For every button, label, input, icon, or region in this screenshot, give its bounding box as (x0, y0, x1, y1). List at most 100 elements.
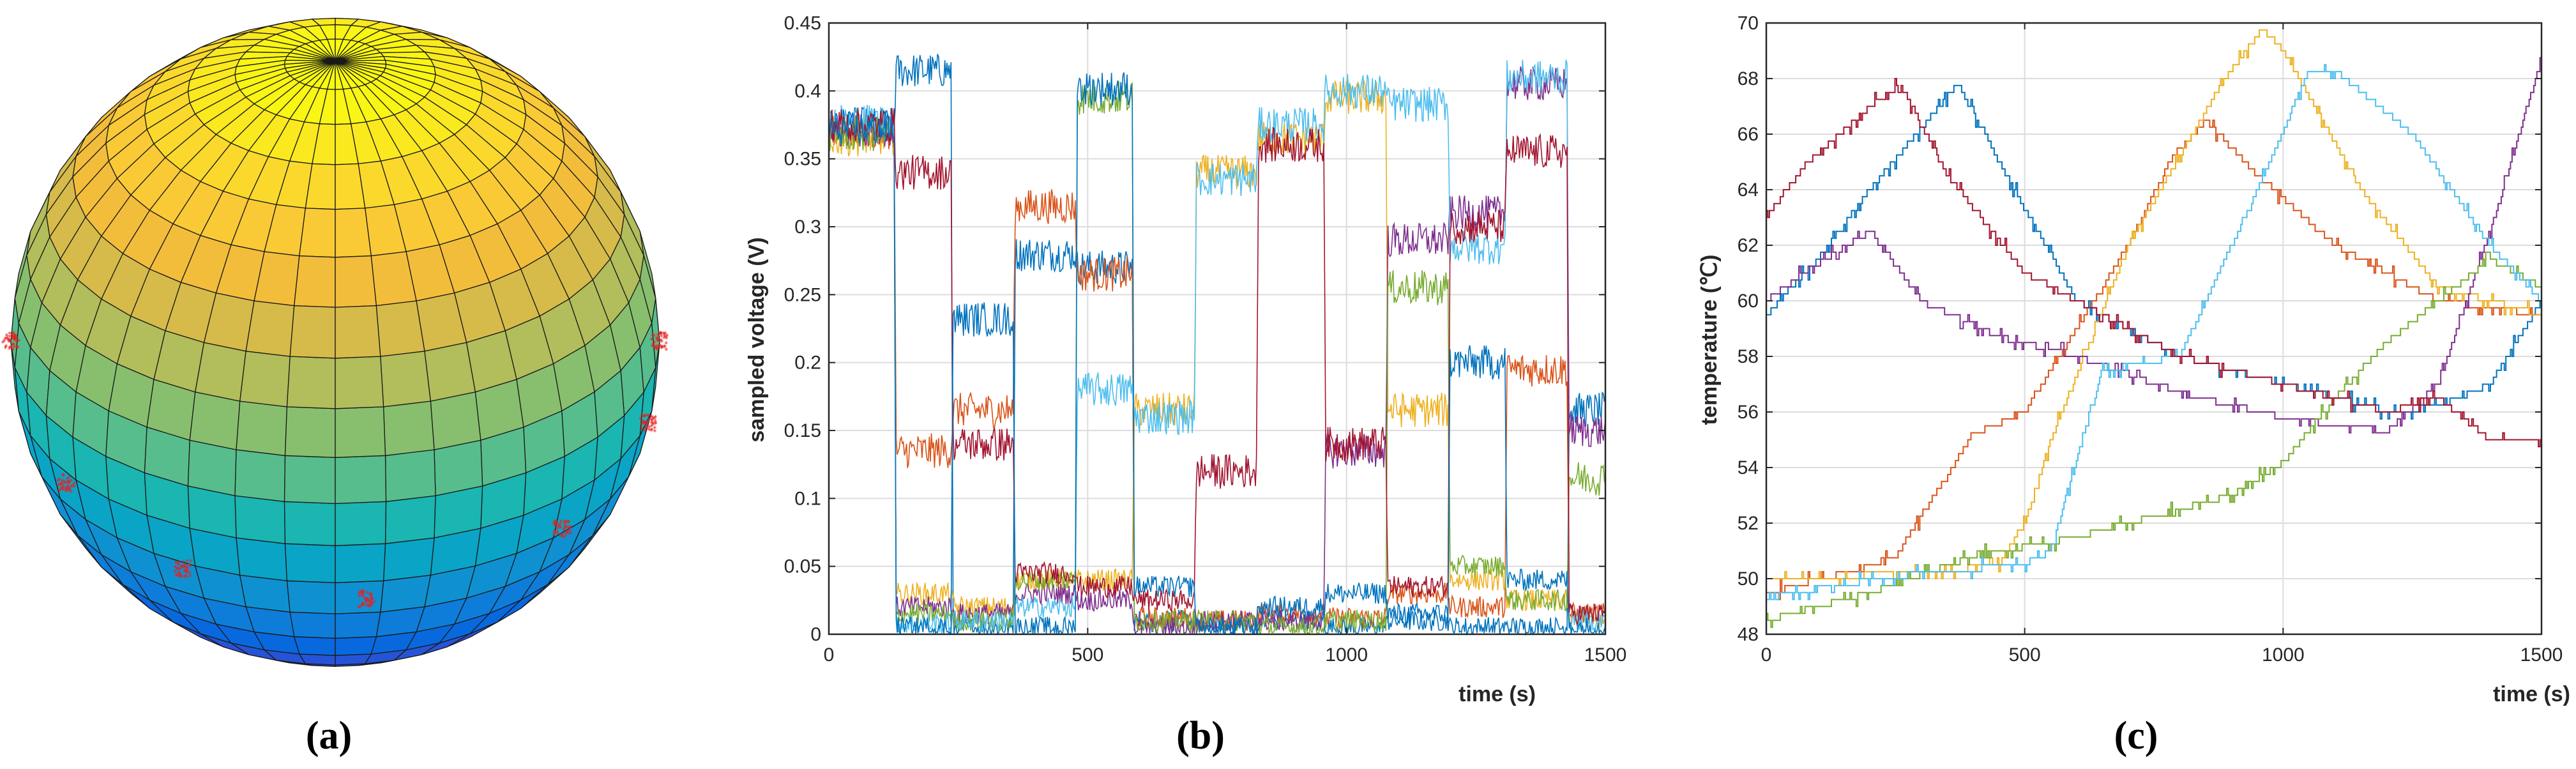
temperature-ytick-label: 56 (1738, 402, 1759, 423)
svg-text:*: * (554, 519, 558, 528)
svg-text:*: * (369, 594, 373, 603)
temperature-series-blue (1766, 84, 2542, 420)
svg-text:*: * (660, 338, 663, 347)
svg-text:*: * (61, 472, 65, 481)
svg-text:*: * (655, 335, 659, 344)
svg-text:*: * (8, 330, 11, 339)
svg-text:*: * (359, 589, 363, 598)
svg-text:*: * (649, 427, 653, 436)
svg-text:*: * (552, 528, 556, 537)
svg-text:*: * (3, 335, 7, 344)
svg-text:*: * (11, 335, 15, 344)
svg-text:*: * (663, 343, 667, 352)
svg-text:*: * (182, 558, 186, 567)
svg-text:*: * (60, 477, 64, 486)
svg-text:*: * (568, 524, 572, 533)
svg-text:*: * (566, 519, 570, 528)
svg-text:*: * (652, 332, 656, 341)
svg-text:*: * (7, 336, 11, 345)
voltage-xtick-label: 0 (824, 644, 835, 666)
svg-text:*: * (64, 487, 68, 496)
sphere-face (375, 300, 425, 357)
svg-text:*: * (182, 563, 186, 572)
svg-text:*: * (366, 597, 370, 605)
svg-text:*: * (655, 343, 658, 352)
svg-text:*: * (565, 530, 569, 539)
sphere-face (380, 574, 432, 613)
svg-text:*: * (557, 524, 561, 533)
svg-text:*: * (646, 419, 649, 428)
sphere-marker: **************************************** (56, 472, 77, 498)
sphere-face (234, 449, 286, 503)
voltage-ytick-label: 0.3 (794, 217, 821, 238)
svg-text:*: * (370, 591, 374, 600)
svg-text:*: * (15, 344, 19, 353)
svg-text:*: * (368, 603, 372, 612)
svg-text:*: * (14, 338, 18, 347)
svg-text:*: * (653, 420, 657, 429)
svg-text:*: * (660, 344, 664, 353)
svg-text:*: * (644, 425, 648, 434)
svg-text:*: * (176, 572, 179, 581)
svg-text:*: * (658, 330, 662, 339)
sphere-face (335, 255, 377, 308)
svg-text:*: * (663, 330, 667, 339)
svg-text:*: * (553, 529, 557, 538)
sphere-face (194, 342, 246, 402)
svg-text:*: * (640, 420, 644, 429)
svg-text:*: * (360, 602, 364, 611)
svg-text:*: * (560, 532, 564, 541)
svg-text:*: * (663, 333, 667, 342)
svg-text:*: * (361, 601, 365, 610)
svg-text:*: * (180, 563, 184, 572)
svg-text:*: * (183, 562, 186, 571)
temperature-ytick-label: 62 (1738, 235, 1759, 256)
svg-text:*: * (643, 420, 647, 429)
temperature-series-purple (1766, 57, 2542, 434)
svg-text:*: * (67, 479, 71, 488)
svg-text:*: * (642, 413, 646, 422)
svg-text:*: * (5, 336, 9, 345)
svg-text:*: * (69, 477, 73, 486)
svg-text:*: * (64, 480, 68, 489)
sphere-face (299, 208, 336, 258)
sphere-face (430, 391, 481, 450)
svg-text:*: * (178, 566, 181, 575)
svg-text:*: * (653, 414, 657, 423)
svg-text:*: * (67, 487, 71, 496)
svg-text:*: * (650, 423, 654, 432)
svg-text:*: * (11, 335, 15, 344)
voltage-ytick-label: 0.2 (794, 353, 821, 374)
svg-text:*: * (361, 589, 365, 598)
voltage-ytick-label: 0 (810, 624, 821, 645)
svg-text:*: * (10, 344, 13, 353)
svg-text:*: * (179, 563, 183, 572)
svg-text:*: * (563, 519, 567, 528)
svg-text:*: * (61, 483, 65, 492)
sphere-face (335, 501, 387, 546)
svg-text:*: * (185, 569, 189, 578)
svg-text:*: * (178, 570, 181, 579)
svg-text:*: * (11, 341, 15, 350)
svg-text:*: * (175, 565, 179, 574)
svg-text:*: * (365, 602, 369, 611)
svg-text:*: * (653, 415, 656, 424)
svg-text:*: * (358, 593, 361, 602)
svg-text:*: * (660, 344, 664, 353)
svg-text:*: * (660, 330, 663, 339)
svg-text:*: * (4, 344, 8, 353)
svg-text:*: * (67, 486, 71, 495)
svg-text:*: * (66, 483, 70, 492)
svg-text:*: * (563, 519, 567, 528)
svg-text:*: * (12, 334, 16, 343)
sphere-face (284, 501, 336, 546)
caption-c: (c) (2114, 714, 2158, 758)
temperature-ytick-label: 60 (1738, 291, 1759, 312)
svg-text:*: * (188, 572, 192, 581)
svg-text:*: * (650, 416, 654, 425)
sphere-marker: **************************************** (173, 558, 193, 582)
svg-text:*: * (187, 561, 191, 570)
svg-text:*: * (553, 518, 557, 527)
svg-text:*: * (370, 595, 374, 604)
